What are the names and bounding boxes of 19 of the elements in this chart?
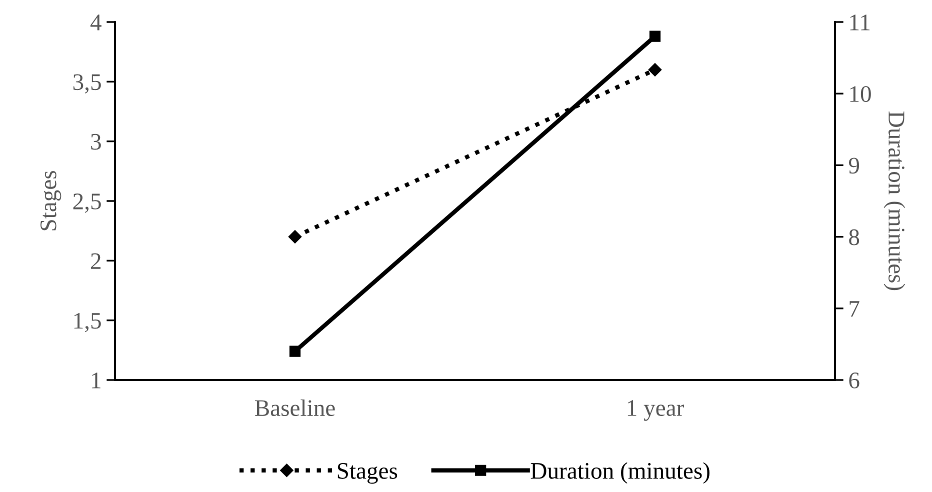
y-tick-label: 2,5 — [73, 194, 101, 213]
y-axis-title: Stages — [40, 171, 62, 230]
y-tick-label: 1 — [92, 372, 100, 388]
y2-tick-label: 6 — [849, 372, 860, 388]
y2-tick-label: 11 — [850, 14, 870, 30]
y-tick-label: 4 — [90, 14, 102, 30]
x-tick-label: 1 year — [628, 400, 684, 421]
legend-label: Stages — [338, 463, 398, 484]
y-tick-label: 1,5 — [74, 312, 101, 332]
y2-tick-label: 9 — [848, 158, 860, 174]
y2-tick-label: 7 — [850, 301, 860, 317]
x-tick-label: Baseline — [255, 399, 335, 416]
y2-tick-label: 8 — [849, 229, 860, 246]
legend-label: Duration (minutes) — [530, 462, 710, 484]
y-tick-label: 2 — [91, 253, 101, 269]
y2-tick-label: 10 — [850, 86, 871, 102]
y-tick-label: 3 — [91, 134, 101, 150]
y-tick-label: 3,5 — [73, 74, 101, 94]
y2-axis-title: Duration (minutes) — [884, 112, 906, 290]
